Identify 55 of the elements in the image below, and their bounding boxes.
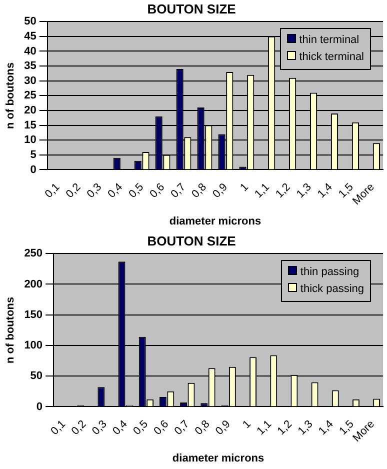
y-tick-label: 100 — [24, 340, 43, 352]
x-tick-label: 0,6 — [148, 181, 168, 200]
legend-label: thick terminal — [299, 50, 364, 63]
x-tick-label: 1,1 — [254, 418, 274, 438]
chart-title: BOUTON SIZE — [147, 1, 236, 16]
x-tick-label: 0,4 — [110, 418, 130, 438]
y-axis-title: n of boutons — [4, 296, 17, 364]
x-tick-label: 1,4 — [316, 181, 335, 200]
x-tick-label: 1,2 — [275, 418, 295, 438]
y-axis-title: n of boutons — [4, 62, 17, 129]
x-tick-label: 1,3 — [296, 418, 316, 438]
x-tick-label: 0,3 — [84, 181, 104, 200]
y-tick-label: 40 — [24, 45, 36, 58]
x-tick-label: 0,6 — [152, 418, 172, 438]
x-tick-label: 0,1 — [48, 418, 68, 438]
y-tick-label: 15 — [24, 119, 36, 132]
legend-label: thick passing — [300, 282, 364, 295]
x-axis-title: diameter microns — [172, 452, 264, 464]
x-tick-label: 0,2 — [69, 418, 89, 438]
y-tick-label: 0 — [36, 400, 43, 413]
x-tick-label: 1 — [240, 418, 254, 432]
y-tick-label: 0 — [30, 164, 36, 176]
y-tick-label: 50 — [30, 370, 43, 382]
y-tick-label: 10 — [24, 134, 36, 146]
legend-label: thin terminal — [299, 34, 360, 46]
x-axis-title: diameter microns — [169, 215, 262, 228]
x-tick-label: 1,1 — [252, 181, 272, 200]
x-tick-label: 0,9 — [214, 418, 233, 438]
x-tick-label: 0,7 — [172, 418, 192, 438]
x-tick-label: 0,9 — [210, 181, 230, 200]
x-tick-label: 0,8 — [192, 418, 212, 438]
x-tick-label: 1 — [238, 181, 251, 194]
x-tick-label: 0,5 — [131, 418, 150, 438]
x-tick-label: 0,7 — [168, 181, 188, 200]
y-tick-label: 20 — [24, 104, 36, 117]
y-tick-label: 150 — [24, 308, 43, 321]
x-tick-label: 1,2 — [274, 181, 293, 200]
y-tick-label: 50 — [24, 16, 36, 28]
y-tick-label: 200 — [24, 278, 43, 290]
x-tick-label: 0,1 — [42, 181, 62, 200]
legend-label: thin passing — [300, 266, 360, 278]
x-tick-label: 1,3 — [294, 181, 314, 200]
x-tick-label: 0,2 — [64, 181, 84, 200]
y-tick-label: 25 — [24, 90, 36, 102]
x-tick-label: 0,4 — [106, 181, 126, 200]
x-tick-label: 1,4 — [316, 418, 336, 438]
y-tick-label: 5 — [30, 148, 36, 161]
chart-title: BOUTON SIZE — [147, 233, 236, 248]
y-tick-label: 45 — [24, 30, 36, 42]
y-tick-label: 35 — [24, 60, 36, 72]
x-tick-label: 0,5 — [126, 181, 146, 200]
x-tick-label: 0,3 — [90, 418, 110, 438]
x-tick-label: 0,8 — [190, 181, 209, 200]
y-tick-label: 250 — [24, 248, 43, 260]
y-tick-label: 30 — [24, 74, 36, 87]
